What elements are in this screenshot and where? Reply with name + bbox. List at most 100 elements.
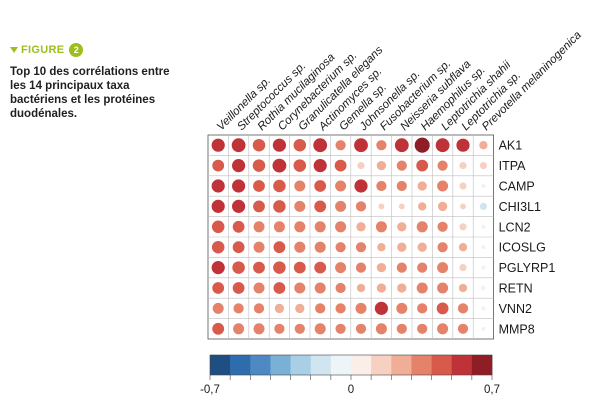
heatmap-circle xyxy=(211,199,225,213)
colorbar-segment xyxy=(310,355,332,375)
heatmap-circle xyxy=(335,323,346,334)
heatmap-circle xyxy=(273,200,286,213)
heatmap-circle xyxy=(294,323,305,334)
heatmap-circle xyxy=(314,241,326,253)
heatmap-circle xyxy=(335,221,347,233)
heatmap-circle xyxy=(357,161,365,170)
heatmap-circle xyxy=(211,138,225,152)
heatmap-circle xyxy=(456,138,470,152)
heatmap-circle xyxy=(481,265,486,270)
heatmap-circle xyxy=(376,283,387,293)
row-label: VNN2 xyxy=(499,302,532,316)
heatmap-circle xyxy=(376,140,387,151)
heatmap-circle xyxy=(481,245,486,250)
heatmap-circle xyxy=(211,261,225,275)
figure-number-badge: 2 xyxy=(69,43,84,57)
heatmap-circle xyxy=(355,201,367,212)
heatmap-circle xyxy=(252,159,266,172)
heatmap-circle xyxy=(335,303,346,314)
heatmap-circle xyxy=(396,180,407,192)
row-label: ICOSLG xyxy=(499,241,546,255)
figure-label-text: FIGURE xyxy=(21,44,65,56)
heatmap-circle xyxy=(272,158,287,173)
heatmap-circle xyxy=(314,200,327,213)
heatmap-circle xyxy=(273,261,286,274)
heatmap-circle xyxy=(355,323,367,334)
heatmap-circle xyxy=(232,199,246,213)
heatmap-circle xyxy=(354,138,368,153)
colorbar-tick-label: 0,7 xyxy=(484,384,500,396)
heatmap-circle xyxy=(396,160,407,171)
heatmap-circle xyxy=(460,203,466,210)
heatmap-circle xyxy=(457,303,469,314)
heatmap-circle xyxy=(354,179,368,193)
heatmap-circle xyxy=(253,221,265,233)
heatmap-circle xyxy=(435,138,450,153)
heatmap-circle xyxy=(274,303,285,314)
heatmap-circle xyxy=(396,302,408,314)
heatmap-circle xyxy=(481,326,486,331)
heatmap-circle xyxy=(212,302,224,314)
heatmap-circle xyxy=(212,159,225,172)
heatmap-circle xyxy=(479,141,488,150)
colorbar-segment xyxy=(351,355,372,375)
heatmap-circle xyxy=(212,282,225,294)
heatmap-circle xyxy=(459,182,467,190)
heatmap-circle xyxy=(335,282,346,294)
row-label: ITPA xyxy=(499,159,527,173)
heatmap-circle xyxy=(397,242,407,252)
heatmap-circle xyxy=(437,282,449,294)
heatmap-circle xyxy=(356,283,366,293)
heatmap-circle xyxy=(414,137,430,153)
heatmap-circle xyxy=(396,323,407,334)
heatmap-circle xyxy=(481,183,486,189)
heatmap-circle xyxy=(416,159,429,172)
colorbar-tick-label: 0 xyxy=(348,384,354,396)
heatmap-circle xyxy=(294,282,306,294)
heatmap-circle xyxy=(294,200,306,212)
heatmap-circle xyxy=(481,306,486,311)
heatmap-circle xyxy=(481,285,486,291)
colorbar-segment xyxy=(250,355,271,375)
heatmap-circle xyxy=(273,282,286,294)
heatmap-circle xyxy=(335,140,346,151)
heatmap-circle xyxy=(313,159,327,173)
heatmap-circle xyxy=(394,138,409,153)
colorbar-segment xyxy=(230,355,251,375)
triangle-down-icon xyxy=(10,47,18,53)
heatmap-circle xyxy=(457,323,469,334)
heatmap-circle xyxy=(437,201,448,212)
colorbar-segment xyxy=(371,355,392,375)
colorbar-segment xyxy=(431,355,453,375)
figure-label: FIGURE 2 xyxy=(10,43,84,57)
heatmap-circle xyxy=(417,181,427,191)
colorbar-segment xyxy=(330,355,352,375)
heatmap-circle xyxy=(315,303,326,314)
heatmap-circle xyxy=(253,261,265,274)
heatmap-circle xyxy=(232,282,245,294)
heatmap-circle xyxy=(273,241,286,254)
heatmap-circle xyxy=(355,262,367,273)
heatmap-circle xyxy=(313,138,328,153)
heatmap-circle xyxy=(417,323,428,334)
heatmap-circle xyxy=(314,221,326,233)
colorbar-segment xyxy=(451,355,473,375)
heatmap-circle xyxy=(295,303,305,314)
heatmap-circle xyxy=(355,242,367,253)
colorbar-tick-label: -0,7 xyxy=(200,384,220,396)
heatmap-circle xyxy=(211,240,225,254)
heatmap-circle xyxy=(335,200,347,212)
row-label: MMP8 xyxy=(499,322,535,336)
heatmap-circle xyxy=(293,261,306,274)
heatmap-circle xyxy=(212,322,225,335)
heatmap-circle xyxy=(481,224,486,229)
heatmap-circle xyxy=(356,222,366,232)
row-label: CHI3L1 xyxy=(499,200,541,214)
heatmap-circle xyxy=(294,221,306,233)
heatmap-circle xyxy=(253,180,265,192)
heatmap-circle xyxy=(417,303,428,314)
heatmap-circle xyxy=(211,220,225,234)
heatmap-circle xyxy=(459,223,467,231)
colorbar-segment xyxy=(411,355,432,375)
